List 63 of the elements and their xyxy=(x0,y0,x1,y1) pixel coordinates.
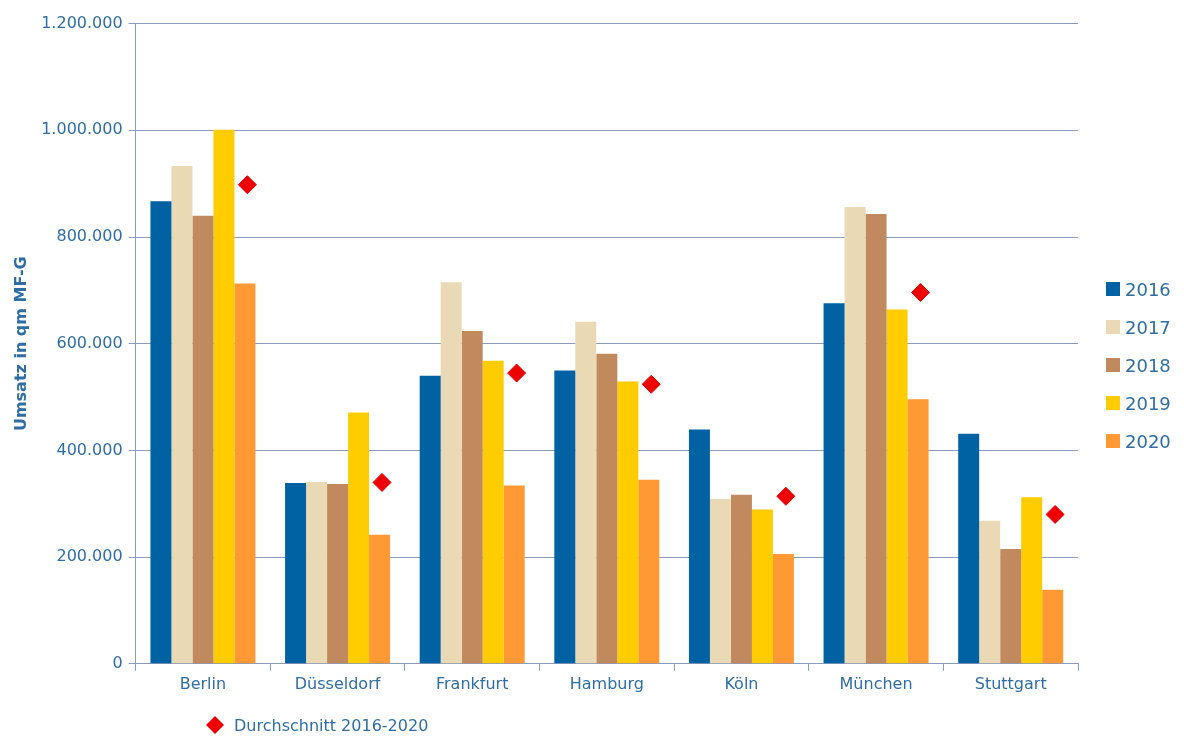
y-tick-label: 1.200.000 xyxy=(41,12,123,32)
bar xyxy=(234,283,256,664)
point xyxy=(641,374,661,394)
bar xyxy=(348,412,370,664)
bar xyxy=(327,484,349,664)
bar xyxy=(844,207,866,664)
y-tick-label: 1.000.000 xyxy=(41,119,123,139)
x-tick-label: Frankfurt xyxy=(435,673,509,693)
bar xyxy=(150,201,172,664)
x-tick-label: Düsseldorf xyxy=(294,673,381,693)
point xyxy=(1045,504,1065,524)
x-tick-label: Stuttgart xyxy=(974,673,1047,693)
bar xyxy=(638,479,660,664)
bar xyxy=(823,303,845,664)
y-tick-label: 200.000 xyxy=(56,546,123,566)
bar xyxy=(440,282,462,664)
x-tick-label: Berlin xyxy=(179,673,227,693)
y-tick-label: 600.000 xyxy=(56,332,123,352)
bar xyxy=(730,494,752,664)
point xyxy=(237,175,257,195)
bar xyxy=(907,399,929,664)
y-tick-label: 400.000 xyxy=(56,439,123,459)
point xyxy=(776,486,796,506)
bar xyxy=(958,433,980,664)
legend-label: 2018 xyxy=(1124,353,1171,378)
bar xyxy=(171,166,193,664)
point xyxy=(507,363,527,383)
x-tick-label: München xyxy=(839,673,913,693)
bar xyxy=(554,370,576,664)
bar xyxy=(503,485,525,664)
legend-label: 2020 xyxy=(1124,429,1171,454)
x-tick-label: Köln xyxy=(724,673,759,693)
legend-label: Durchschnitt 2016-2020 xyxy=(233,714,429,736)
bar xyxy=(596,353,618,664)
bar xyxy=(1000,549,1022,664)
bar xyxy=(865,214,887,664)
bar xyxy=(979,520,1001,664)
bar xyxy=(1042,589,1064,664)
bar xyxy=(482,360,504,664)
point xyxy=(910,282,930,302)
bar xyxy=(461,330,483,664)
bar xyxy=(419,375,441,664)
legend-label: 2017 xyxy=(1124,315,1171,340)
bar xyxy=(688,429,710,664)
legend-label: 2016 xyxy=(1124,277,1171,302)
bar xyxy=(709,498,731,664)
y-tick-label: 0 xyxy=(112,652,123,672)
bar xyxy=(285,482,307,664)
point xyxy=(372,472,392,492)
bar xyxy=(192,215,214,664)
bar xyxy=(1021,497,1043,664)
y-axis-title: Umsatz in qm MF-G xyxy=(10,256,30,432)
bar xyxy=(306,481,328,664)
bar xyxy=(751,509,773,664)
bar xyxy=(369,534,391,664)
bar xyxy=(617,381,639,664)
bar xyxy=(886,309,908,664)
bar xyxy=(575,321,597,664)
x-tick-label: Hamburg xyxy=(569,673,644,693)
legend-label: 2019 xyxy=(1124,391,1171,416)
bar xyxy=(772,553,794,664)
y-tick-label: 800.000 xyxy=(56,226,123,246)
bar xyxy=(213,129,235,664)
